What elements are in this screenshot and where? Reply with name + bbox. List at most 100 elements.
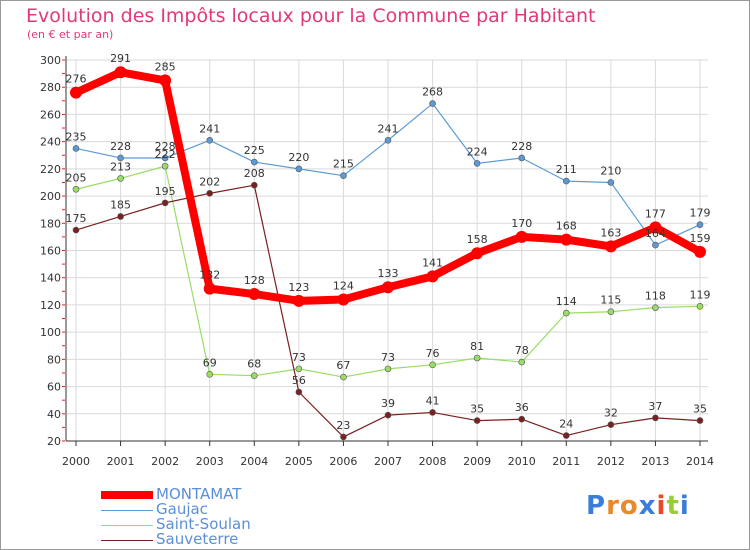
data-label-montamat: 128	[244, 274, 265, 287]
data-point-sauveterre	[161, 199, 169, 207]
data-point-saint-soulan	[518, 358, 526, 366]
logo-letter: P	[586, 491, 607, 521]
x-tick-label: 2014	[686, 455, 714, 468]
data-label-montamat: 123	[288, 281, 309, 294]
x-tick-label: 2001	[107, 455, 135, 468]
data-label-montamat: 159	[690, 232, 711, 245]
data-point-saint-soulan	[429, 361, 436, 369]
data-point-sauveterre	[295, 388, 303, 396]
data-point-gaujac	[72, 145, 80, 152]
proxiti-logo: Proxiti	[586, 491, 690, 521]
x-tick-label: 2012	[597, 455, 625, 468]
data-point-saint-soulan	[384, 365, 392, 373]
data-point-sauveterre	[206, 190, 214, 197]
legend-item-sauveterre: Sauveterre	[101, 530, 401, 548]
legend-label-sauveterre: Sauveterre	[156, 530, 239, 548]
data-label-montamat: 158	[467, 233, 488, 246]
data-label-sauveterre: 32	[604, 407, 618, 420]
data-point-gaujac	[652, 241, 659, 249]
data-point-sauveterre	[562, 432, 570, 439]
data-label-gaujac: 241	[199, 122, 220, 135]
data-label-saint-soulan: 76	[426, 347, 440, 360]
legend-label-saint-soulan: Saint-Soulan	[156, 515, 251, 533]
logo-letter: i	[679, 491, 690, 521]
data-label-gaujac: 268	[422, 86, 443, 99]
data-point-montamat	[426, 270, 439, 283]
data-point-montamat	[382, 281, 394, 294]
logo-letter: o	[619, 491, 639, 521]
data-label-saint-soulan: 68	[247, 358, 261, 371]
data-point-montamat	[694, 245, 706, 258]
data-point-sauveterre	[429, 409, 436, 416]
data-point-gaujac	[206, 136, 214, 144]
x-tick-label: 2005	[285, 455, 313, 468]
y-tick-label: 300	[40, 54, 61, 67]
data-point-saint-soulan	[607, 308, 615, 316]
data-point-montamat	[159, 74, 172, 87]
data-label-saint-soulan: 213	[110, 160, 131, 173]
data-point-saint-soulan	[295, 365, 303, 373]
legend-item-saint-soulan: Saint-Soulan	[101, 515, 401, 533]
data-point-gaujac	[295, 165, 303, 173]
data-point-gaujac	[473, 160, 481, 167]
data-label-sauveterre: 56	[292, 374, 306, 387]
legend-swatch-sauveterre	[101, 540, 153, 541]
data-point-montamat	[70, 86, 82, 99]
data-label-gaujac: 228	[511, 140, 532, 153]
x-tick-label: 2013	[641, 455, 669, 468]
x-tick-label: 2010	[508, 455, 536, 468]
data-point-gaujac	[696, 221, 704, 228]
data-point-saint-soulan	[161, 162, 169, 170]
data-label-saint-soulan: 119	[690, 288, 711, 301]
y-tick-label: 120	[40, 299, 61, 312]
data-label-gaujac: 215	[333, 158, 354, 171]
x-tick-label: 2002	[151, 455, 179, 468]
data-point-sauveterre	[117, 213, 124, 220]
data-label-saint-soulan: 115	[600, 294, 621, 307]
data-label-montamat: 170	[511, 217, 532, 230]
data-label-saint-soulan: 118	[645, 290, 666, 303]
y-tick-label: 80	[47, 353, 61, 366]
x-tick-label: 2009	[463, 455, 491, 468]
data-label-gaujac: 225	[244, 144, 265, 157]
data-label-montamat: 133	[378, 267, 399, 280]
legend-swatch-montamat	[101, 491, 153, 499]
data-label-saint-soulan: 69	[203, 356, 217, 369]
data-label-montamat: 276	[66, 73, 87, 86]
data-label-montamat: 124	[333, 279, 354, 292]
legend-label-gaujac: Gaujac	[156, 500, 208, 518]
data-label-montamat: 291	[110, 52, 131, 65]
data-label-sauveterre: 36	[515, 401, 529, 414]
chart-subtitle: (en € et par an)	[27, 28, 114, 41]
x-tick-label: 2011	[552, 455, 580, 468]
x-tick-label: 2007	[374, 455, 402, 468]
legend-item-gaujac: Gaujac	[101, 500, 401, 518]
y-tick-label: 260	[40, 108, 61, 121]
data-label-gaujac: 211	[556, 163, 577, 176]
data-label-sauveterre: 208	[244, 167, 265, 180]
logo-letter: t	[666, 491, 680, 521]
data-label-saint-soulan: 67	[336, 359, 350, 372]
chart-title: Evolution des Impôts locaux pour la Comm…	[26, 5, 596, 27]
data-point-saint-soulan	[206, 371, 214, 378]
data-point-gaujac	[429, 100, 436, 107]
data-label-gaujac: 224	[467, 145, 488, 158]
legend-label-montamat: MONTAMAT	[156, 485, 242, 503]
data-point-montamat	[337, 293, 350, 306]
data-label-sauveterre: 35	[470, 403, 484, 416]
y-tick-label: 20	[47, 435, 61, 448]
data-label-gaujac: 210	[600, 164, 621, 177]
data-label-sauveterre: 23	[336, 419, 350, 432]
x-tick-label: 2008	[419, 455, 447, 468]
data-point-saint-soulan	[250, 372, 258, 379]
data-label-montamat: 141	[422, 256, 443, 269]
data-point-gaujac	[384, 136, 392, 144]
data-label-montamat: 177	[645, 207, 666, 220]
data-point-gaujac	[340, 172, 347, 179]
data-label-gaujac: 241	[378, 122, 399, 135]
data-label-gaujac: 235	[66, 130, 87, 143]
data-label-sauveterre: 35	[693, 403, 707, 416]
data-label-gaujac: 228	[110, 140, 131, 153]
data-label-montamat: 168	[556, 220, 577, 233]
